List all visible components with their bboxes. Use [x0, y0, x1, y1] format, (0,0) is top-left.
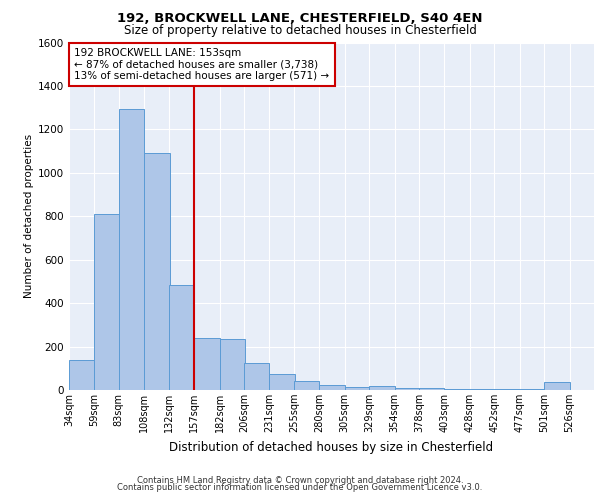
- Bar: [194, 338, 220, 390]
- Bar: [395, 388, 420, 390]
- Bar: [445, 389, 470, 390]
- Bar: [419, 388, 445, 390]
- Bar: [294, 382, 319, 390]
- Bar: [144, 154, 170, 390]
- Bar: [470, 389, 496, 390]
- Bar: [69, 360, 94, 390]
- Bar: [94, 214, 120, 390]
- Text: Contains public sector information licensed under the Open Government Licence v3: Contains public sector information licen…: [118, 484, 482, 492]
- Text: Contains HM Land Registry data © Crown copyright and database right 2024.: Contains HM Land Registry data © Crown c…: [137, 476, 463, 485]
- Bar: [169, 284, 194, 390]
- Bar: [319, 384, 345, 390]
- Bar: [345, 386, 370, 390]
- Bar: [269, 374, 295, 390]
- Bar: [244, 363, 269, 390]
- Bar: [220, 339, 245, 390]
- Text: Size of property relative to detached houses in Chesterfield: Size of property relative to detached ho…: [124, 24, 476, 37]
- Text: 192, BROCKWELL LANE, CHESTERFIELD, S40 4EN: 192, BROCKWELL LANE, CHESTERFIELD, S40 4…: [117, 12, 483, 26]
- Bar: [494, 389, 520, 390]
- Text: 192 BROCKWELL LANE: 153sqm
← 87% of detached houses are smaller (3,738)
13% of s: 192 BROCKWELL LANE: 153sqm ← 87% of deta…: [74, 48, 329, 81]
- Bar: [369, 386, 395, 390]
- Bar: [119, 108, 144, 390]
- Bar: [520, 389, 545, 390]
- Bar: [544, 382, 569, 390]
- X-axis label: Distribution of detached houses by size in Chesterfield: Distribution of detached houses by size …: [169, 440, 494, 454]
- Y-axis label: Number of detached properties: Number of detached properties: [24, 134, 34, 298]
